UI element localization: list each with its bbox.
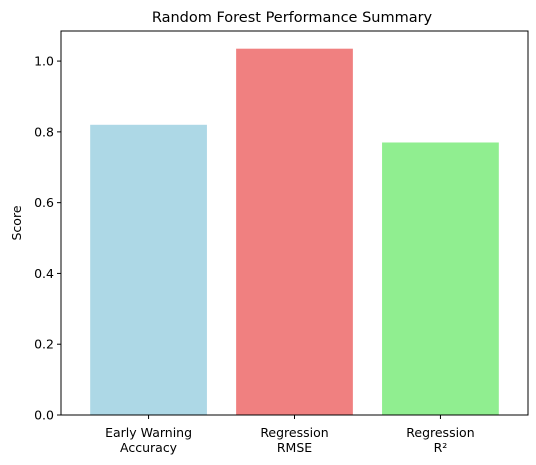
- x-axis: Early WarningAccuracyRegressionRMSERegre…: [105, 415, 475, 455]
- y-tick-label: 0.4: [34, 266, 54, 281]
- x-tick-label: Regression: [260, 425, 328, 440]
- x-tick-label: R²: [434, 440, 448, 455]
- x-tick-label: Accuracy: [120, 440, 178, 455]
- bar-2: [382, 142, 499, 415]
- y-axis-label: Score: [9, 205, 24, 240]
- bar-0: [90, 124, 207, 415]
- y-tick-label: 0.2: [34, 337, 54, 352]
- y-axis: 0.0 0.2 0.4 0.6 0.8 1.0: [34, 54, 61, 423]
- bar-1: [236, 48, 353, 415]
- bars-group: [90, 48, 499, 415]
- y-tick-label: 1.0: [34, 54, 54, 69]
- y-tick-label: 0.6: [34, 195, 54, 210]
- x-tick-label: Regression: [406, 425, 474, 440]
- chart-title: Random Forest Performance Summary: [152, 10, 433, 26]
- y-tick-label: 0.8: [34, 124, 54, 139]
- x-tick-label: Early Warning: [105, 425, 192, 440]
- x-tick-label: RMSE: [277, 440, 312, 455]
- y-tick-label: 0.0: [34, 408, 54, 423]
